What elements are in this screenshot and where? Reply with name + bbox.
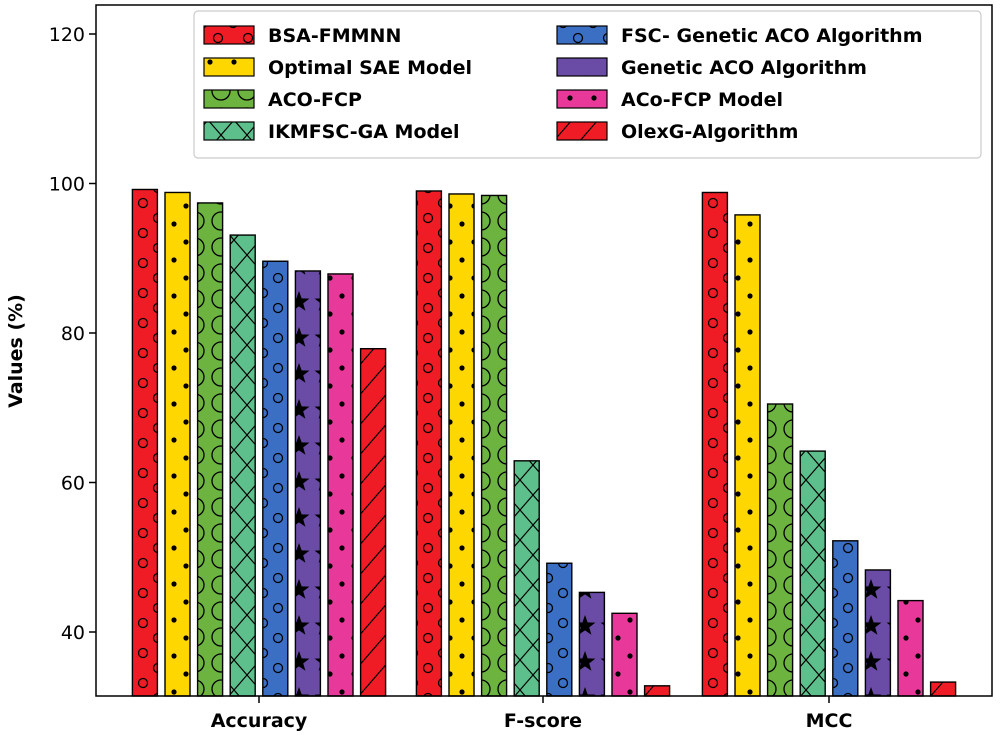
legend-item-ikmfsc-ga-model: IKMFSC-GA Model bbox=[203, 121, 460, 143]
bar-olexg-algorithm-f-score bbox=[643, 685, 671, 697]
legend-swatch bbox=[556, 25, 608, 45]
y-tick-label: 60 bbox=[61, 473, 85, 495]
bar-olexg-algorithm-accuracy bbox=[359, 347, 387, 697]
bar-ikmfsc-ga-model-accuracy bbox=[229, 234, 256, 697]
legend-label: FSC- Genetic ACO Algorithm bbox=[621, 25, 923, 47]
x-axis: Accuracy F-score MCC bbox=[211, 696, 853, 732]
y-tick-label: 40 bbox=[61, 622, 85, 644]
legend-swatch bbox=[203, 89, 255, 109]
y-tick-label: 80 bbox=[61, 323, 85, 345]
legend-swatch bbox=[556, 57, 608, 77]
bar-aco-fcp-accuracy bbox=[196, 202, 224, 697]
legend-swatch bbox=[556, 89, 608, 109]
legend-item-optimal-sae-model: Optimal SAE Model bbox=[203, 57, 472, 79]
bar-genetic-aco-algorithm-mcc bbox=[864, 569, 892, 697]
legend-item-aco-fcp-model: ACo-FCP Model bbox=[556, 89, 783, 111]
legend-item-bsa-fmmnn: BSA-FMMNN bbox=[203, 25, 401, 47]
legend-swatch bbox=[556, 121, 608, 141]
bar-aco-fcp-model-mcc bbox=[897, 599, 924, 697]
bar-aco-fcp-f-score bbox=[480, 194, 508, 697]
bar-ikmfsc-ga-model-mcc bbox=[799, 450, 826, 697]
legend-label: ACo-FCP Model bbox=[621, 89, 783, 111]
legend-label: Optimal SAE Model bbox=[268, 57, 472, 79]
legend-label: OlexG-Algorithm bbox=[621, 121, 798, 143]
y-tick-label: 100 bbox=[49, 174, 85, 196]
bar-aco-fcp-model-f-score bbox=[611, 612, 638, 697]
y-axis-title: Values (%) bbox=[5, 294, 27, 408]
y-axis: 40 60 80 100 120 bbox=[49, 24, 96, 644]
legend-item-aco-fcp: ACO-FCP bbox=[203, 89, 362, 111]
bar-fsc-genetic-aco-algorithm-f-score bbox=[546, 562, 573, 697]
bar-optimal-sae-model-accuracy bbox=[164, 191, 191, 697]
bar-genetic-aco-algorithm-accuracy bbox=[294, 270, 322, 697]
legend-label: BSA-FMMNN bbox=[268, 25, 401, 47]
legend-swatch bbox=[203, 25, 255, 45]
legend-swatch bbox=[203, 57, 255, 77]
legend: BSA-FMMNN Optimal SAE Model ACO-FCP IKMFSC-… bbox=[193, 10, 982, 159]
bar-bsa-fmmnn-accuracy bbox=[131, 188, 159, 697]
bars-layer bbox=[131, 188, 957, 697]
bar-genetic-aco-algorithm-f-score bbox=[578, 591, 606, 697]
legend-item-fsc-genetic-aco-algorithm: FSC- Genetic ACO Algorithm bbox=[556, 25, 923, 47]
legend-label: ACO-FCP bbox=[268, 89, 362, 111]
legend-label: IKMFSC-GA Model bbox=[268, 121, 460, 143]
bar-aco-fcp-model-accuracy bbox=[327, 273, 354, 697]
bar-bsa-fmmnn-mcc bbox=[701, 191, 729, 697]
x-tick-label-accuracy: Accuracy bbox=[211, 710, 308, 732]
bar-optimal-sae-model-f-score bbox=[448, 193, 475, 697]
x-tick-label-mcc: MCC bbox=[806, 710, 853, 732]
bar-ikmfsc-ga-model-f-score bbox=[513, 460, 540, 697]
legend-frame bbox=[193, 10, 982, 159]
bar-olexg-algorithm-mcc bbox=[929, 681, 957, 697]
bar-aco-fcp-mcc bbox=[766, 403, 794, 697]
plot-frame bbox=[95, 4, 993, 697]
bar-fsc-genetic-aco-algorithm-accuracy bbox=[262, 260, 289, 697]
legend-item-genetic-aco-algorithm: Genetic ACO Algorithm bbox=[556, 57, 867, 79]
bar-bsa-fmmnn-f-score bbox=[415, 190, 443, 697]
legend-swatch bbox=[203, 121, 255, 141]
legend-item-olexg-algorithm: OlexG-Algorithm bbox=[556, 121, 798, 143]
legend-label: Genetic ACO Algorithm bbox=[621, 57, 867, 79]
x-tick-label-f-score: F-score bbox=[504, 710, 582, 732]
y-tick-label: 120 bbox=[49, 24, 85, 46]
bar-optimal-sae-model-mcc bbox=[734, 214, 761, 697]
bar-fsc-genetic-aco-algorithm-mcc bbox=[832, 540, 859, 697]
